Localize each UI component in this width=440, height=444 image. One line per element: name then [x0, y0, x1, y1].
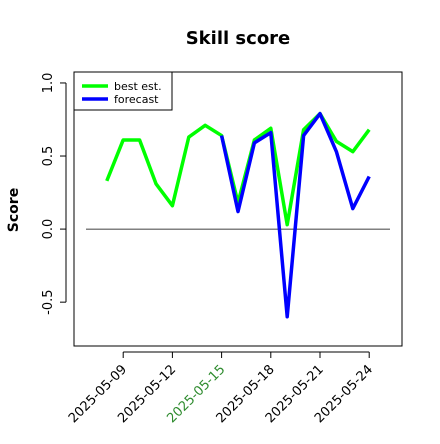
- plot-box: [73, 71, 403, 347]
- y-tick-label: 0.5: [41, 146, 56, 167]
- legend-box: [73, 71, 173, 111]
- y-tick-label: -0.5: [41, 289, 56, 314]
- legend-label: best est.: [114, 80, 162, 93]
- y-tick-label: 0.0: [41, 219, 56, 240]
- y-tick-label: 1.0: [41, 73, 56, 94]
- chart-title: Skill score: [186, 28, 291, 49]
- legend-label: forecast: [114, 93, 159, 106]
- y-axis-label: Score: [6, 188, 22, 232]
- series-line: [219, 111, 371, 319]
